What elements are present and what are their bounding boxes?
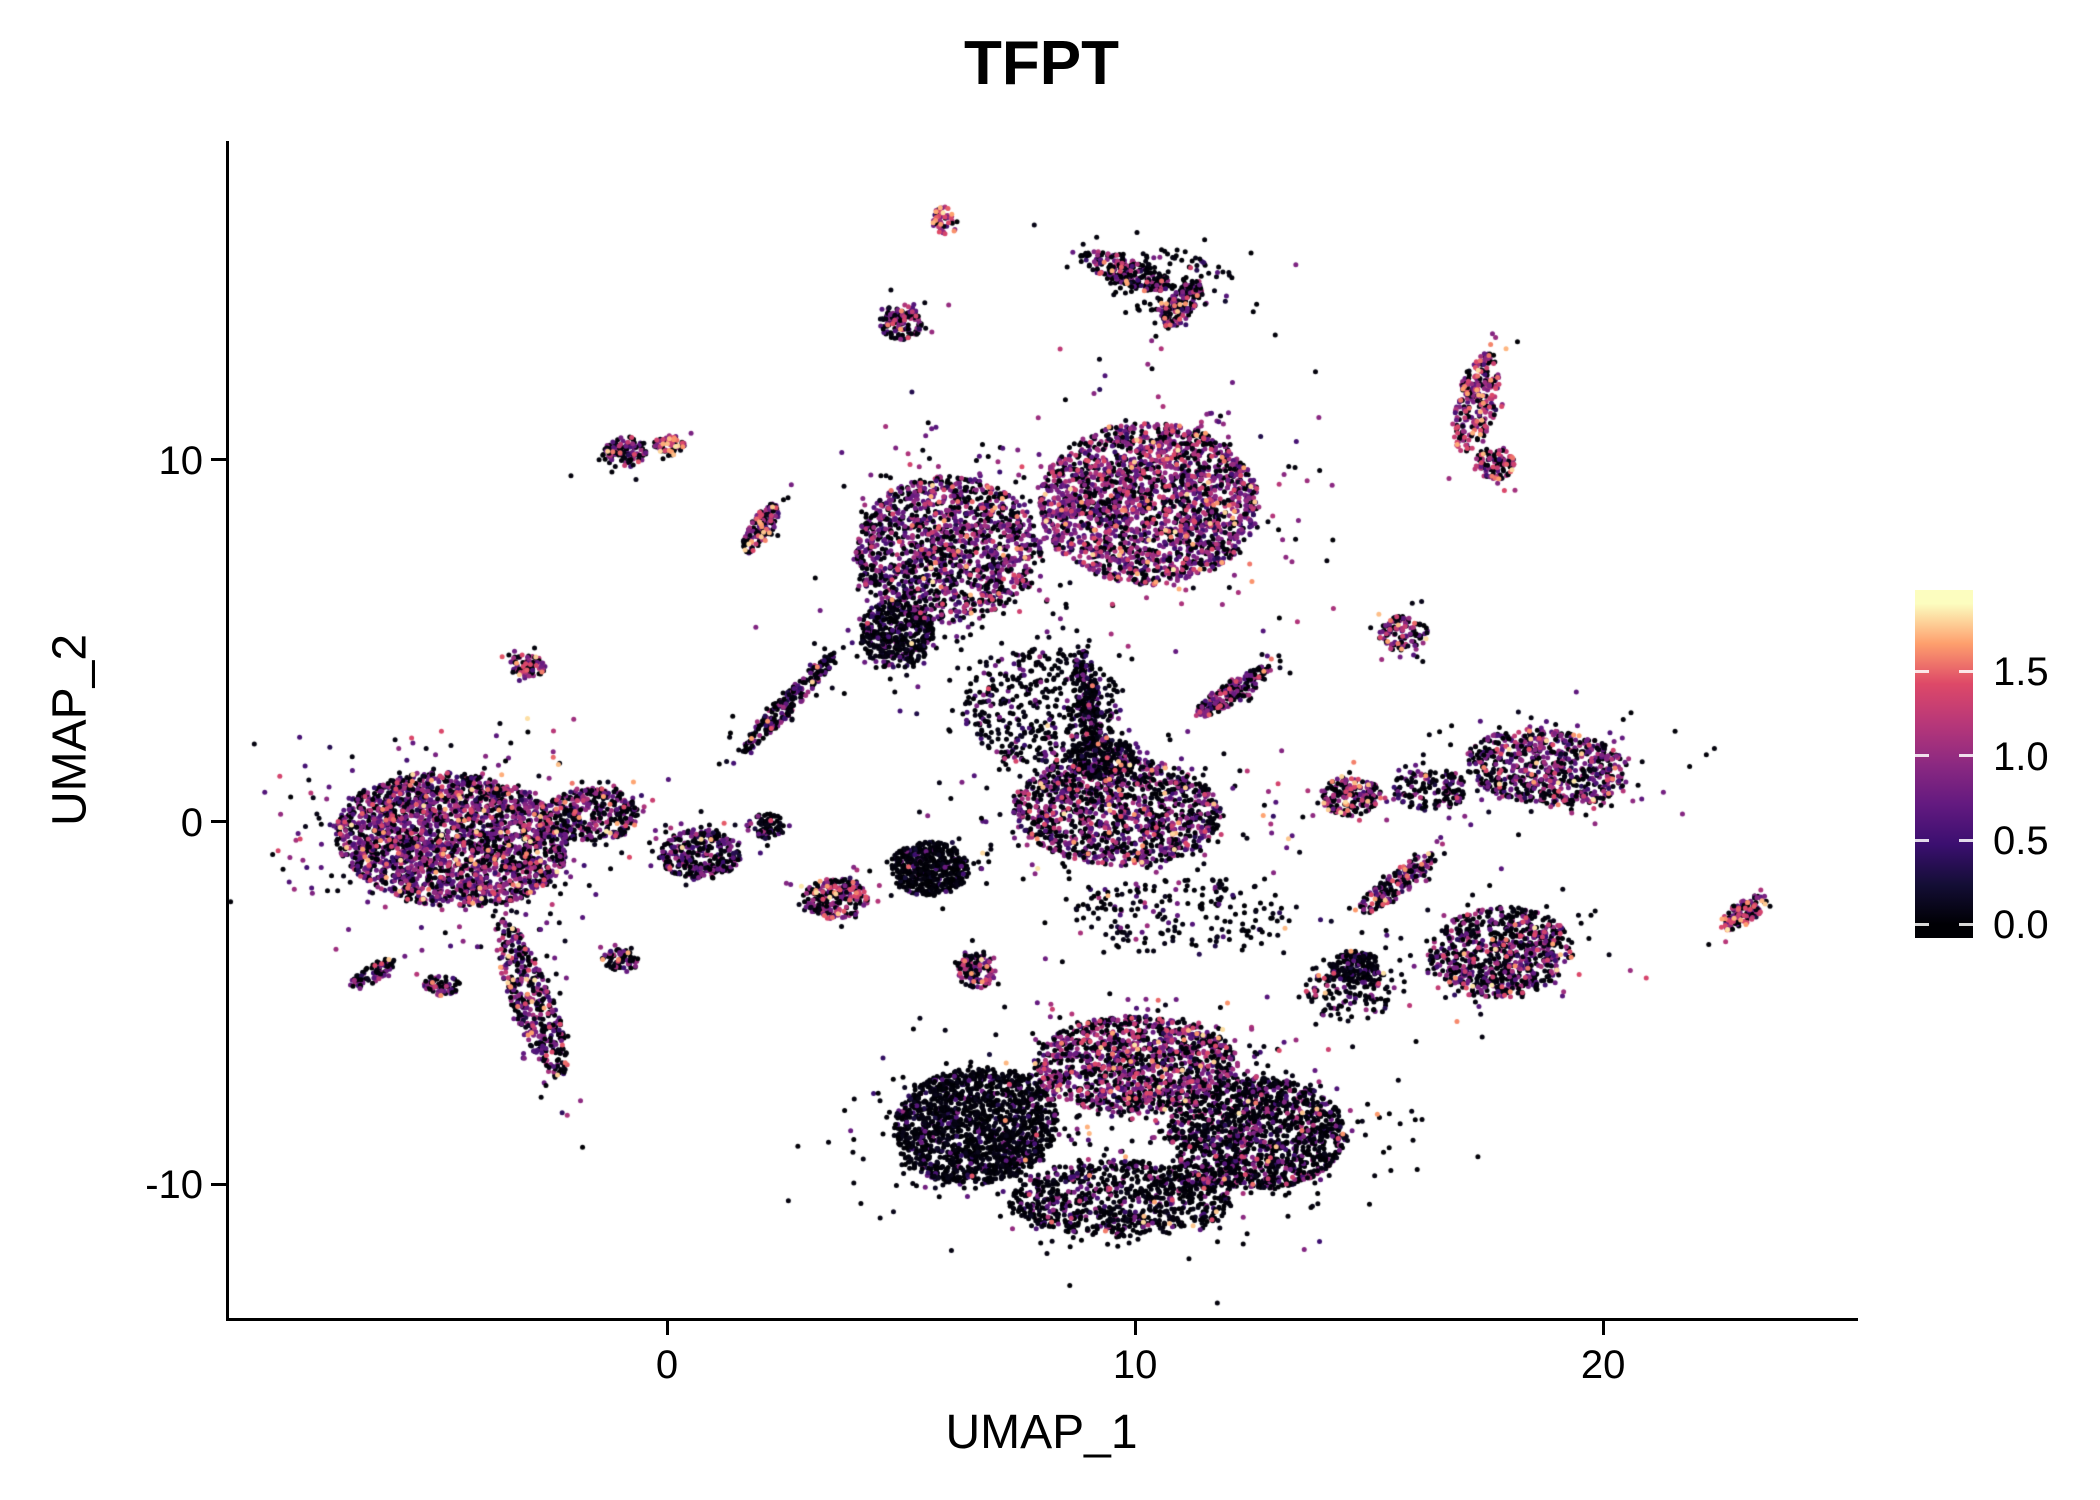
y-tick-mark bbox=[211, 458, 226, 462]
scatter-canvas bbox=[228, 143, 1855, 1318]
y-tick-mark bbox=[211, 820, 226, 824]
legend-tick-mark bbox=[1915, 922, 1929, 926]
legend-tick-label: 1.0 bbox=[1993, 734, 2049, 779]
x-tick-mark bbox=[1601, 1320, 1605, 1335]
legend-tick-mark bbox=[1915, 754, 1929, 758]
legend-tick-mark bbox=[1915, 838, 1929, 842]
legend-tick-mark bbox=[1959, 922, 1973, 926]
legend-tick-label: 1.5 bbox=[1993, 650, 2049, 695]
y-tick-mark bbox=[211, 1182, 226, 1186]
x-tick-label: 0 bbox=[655, 1343, 679, 1387]
legend-tick-mark bbox=[1959, 669, 1973, 673]
x-axis-title: UMAP_1 bbox=[945, 1406, 1138, 1459]
y-tick-label: -10 bbox=[145, 1163, 203, 1208]
x-tick-label: 20 bbox=[1580, 1343, 1626, 1387]
legend-tick-label: 0.0 bbox=[1993, 903, 2049, 948]
legend-colorbar bbox=[1915, 590, 1973, 938]
x-tick-mark bbox=[1133, 1320, 1137, 1335]
y-axis-title: UMAP_2 bbox=[43, 633, 97, 827]
legend-tick-label: 0.5 bbox=[1993, 819, 2049, 864]
y-axis-line bbox=[226, 141, 229, 1321]
x-tick-label: 10 bbox=[1112, 1343, 1158, 1387]
legend-tick-mark bbox=[1959, 838, 1973, 842]
y-tick-label: 10 bbox=[158, 438, 204, 483]
x-tick-mark bbox=[665, 1320, 669, 1335]
legend-tick-mark bbox=[1915, 669, 1929, 673]
legend-tick-mark bbox=[1959, 754, 1973, 758]
x-axis-line bbox=[226, 1318, 1858, 1321]
chart-title: TFPT bbox=[964, 29, 1119, 98]
y-tick-label: 0 bbox=[180, 800, 203, 845]
